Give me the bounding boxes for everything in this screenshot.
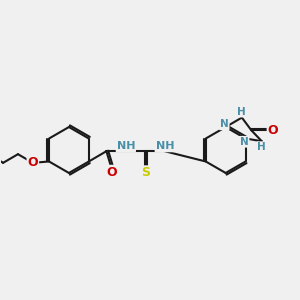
Text: NH: NH [117,141,135,152]
Text: H: H [257,142,266,152]
Text: H: H [238,106,246,117]
Text: S: S [141,166,150,179]
Text: NH: NH [155,141,174,152]
Text: O: O [106,166,117,179]
Text: N: N [220,119,229,129]
Text: O: O [268,124,278,137]
Text: N: N [240,137,249,147]
Text: O: O [28,156,38,169]
